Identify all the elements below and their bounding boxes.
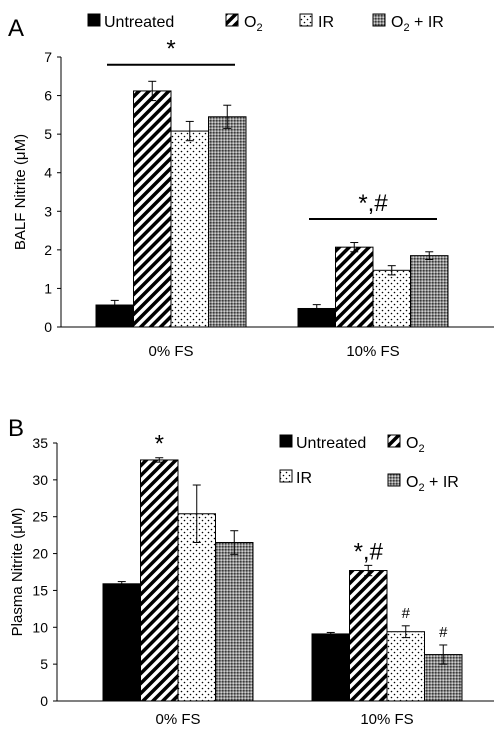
legend-label: O2 + IR — [391, 14, 444, 34]
bar — [215, 542, 254, 702]
y-tick-label: 10 — [32, 619, 48, 635]
y-tick-label: 30 — [32, 472, 48, 488]
category-label: 10% FS — [346, 343, 399, 360]
legend-swatch — [299, 13, 313, 27]
y-tick-label: 0 — [40, 693, 48, 709]
panel-b: B 0 5 10 15 20 25 30 35 Plasma Nitrite (μM) 0% FS 1… — [8, 415, 494, 728]
legend-label: O2 — [244, 14, 263, 34]
legend-label: O2 — [406, 435, 425, 455]
y-tick-label: 1 — [44, 280, 52, 296]
category-label: 0% FS — [155, 711, 200, 728]
legend-swatch — [87, 13, 101, 27]
panel-label: A — [8, 15, 24, 42]
y-tick-label: 15 — [32, 582, 48, 598]
bar — [386, 631, 425, 702]
y-tick-label: 20 — [32, 546, 48, 562]
bar — [311, 633, 350, 702]
y-axis-title: Plasma Nitrite (μM) — [9, 508, 26, 637]
y-tick-label: 0 — [44, 319, 52, 335]
y-tick-label: 3 — [44, 203, 52, 219]
bar — [170, 130, 209, 328]
bar — [140, 459, 179, 702]
y-tick-label: 7 — [44, 49, 52, 65]
y-tick-label: 2 — [44, 242, 52, 258]
bar — [133, 90, 172, 328]
legend-label: O2 + IR — [406, 474, 459, 494]
significance-marker: # — [402, 605, 411, 622]
significance-marker: # — [439, 624, 448, 641]
y-tick-label: 5 — [40, 656, 48, 672]
significance-marker: *,# — [354, 538, 384, 565]
category-label: 10% FS — [360, 711, 413, 728]
legend-label: IR — [318, 14, 334, 31]
significance-marker: *,# — [358, 190, 388, 217]
bar — [177, 513, 216, 702]
panel-a: A 0 1 2 3 4 5 6 7 BALF Nitrite (μM) 0% FS 10% FS Unt… — [8, 13, 494, 360]
bar — [102, 583, 141, 702]
legend-swatch — [387, 434, 401, 448]
legend-label: Untreated — [296, 435, 366, 452]
legend-swatch — [279, 469, 293, 483]
y-tick-label: 5 — [44, 126, 52, 142]
bar — [349, 570, 388, 702]
legend-label: Untreated — [104, 14, 174, 31]
legend-swatch — [387, 473, 401, 487]
bar — [335, 246, 374, 328]
significance-marker: * — [166, 36, 175, 63]
y-tick-label: 25 — [32, 509, 48, 525]
legend-swatch — [225, 13, 239, 27]
legend-swatch — [372, 13, 386, 27]
legend-swatch — [279, 434, 293, 448]
y-tick-label: 35 — [32, 435, 48, 451]
y-tick-label: 4 — [44, 165, 52, 181]
bar — [410, 255, 449, 328]
y-tick-label: 6 — [44, 88, 52, 104]
bar — [208, 116, 247, 328]
category-label: 0% FS — [148, 343, 193, 360]
legend-label: IR — [296, 470, 312, 487]
y-axis-title: BALF Nitrite (μM) — [12, 134, 29, 250]
bar — [372, 269, 411, 328]
significance-marker: * — [155, 431, 164, 458]
panel-label: B — [8, 415, 24, 442]
